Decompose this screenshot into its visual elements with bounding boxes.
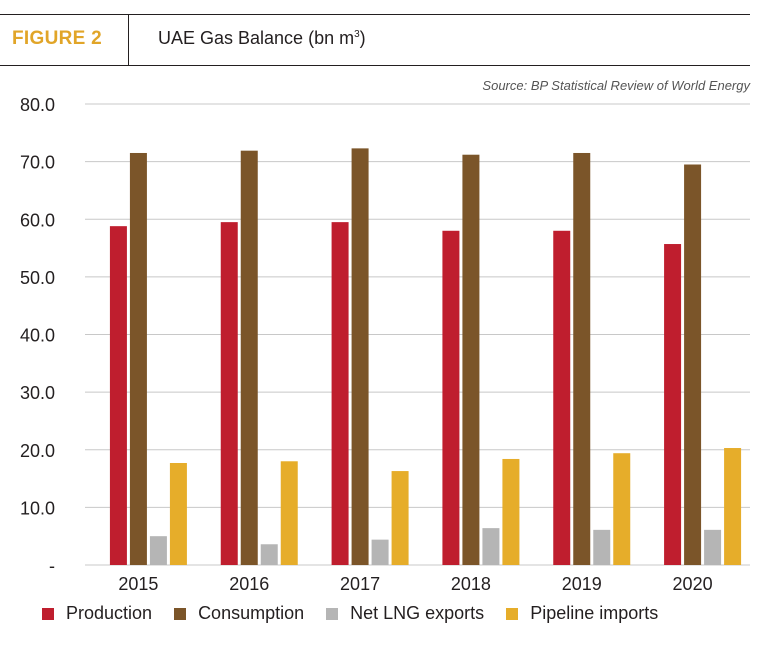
bar [331,222,349,565]
x-tick-label: 2017 [340,574,380,594]
y-tick-label: 60.0 [20,210,55,230]
bar [684,164,702,565]
bar [129,152,147,565]
x-tick-label: 2015 [118,574,158,594]
legend-swatch [42,607,54,620]
source-note: Source: BP Statistical Review of World E… [482,78,750,93]
bar [664,244,682,565]
y-tick-label: 30.0 [20,383,55,403]
chart-title-text: UAE Gas Balance (bn m [158,28,355,48]
legend-item: Net LNG exports [326,603,484,624]
chart-title-superscript: 3 [354,29,360,40]
x-tick-label: 2019 [562,574,602,594]
bar [240,150,258,565]
chart-title-end: ) [359,28,366,48]
bar [442,230,460,565]
bar [482,528,500,565]
bar [149,536,167,565]
bar [502,458,520,565]
legend-swatch [326,607,339,620]
x-tick-label: 2020 [673,574,713,594]
header-divider [128,14,129,65]
y-tick-label: 40.0 [20,326,55,346]
figure-label: FIGURE 2 [12,28,103,49]
legend: Production Consumption Net LNG exports Pipe… [42,603,680,624]
bar [109,226,127,566]
y-tick-label: 80.0 [20,95,55,115]
legend-swatch [174,607,187,620]
bar [553,230,571,565]
chart-title: UAE Gas Balance (bn m3) [158,28,366,49]
bar [593,529,611,565]
legend-label: Production [66,603,153,623]
bar [391,471,409,565]
x-tick-label: 2016 [229,574,269,594]
header-top-rule [0,14,750,15]
y-tick-label: 70.0 [20,153,55,173]
bar [573,152,591,565]
legend-item: Consumption [174,603,304,624]
x-tick-label: 2018 [451,574,491,594]
y-tick-label: 10.0 [20,498,55,518]
bar [220,222,238,565]
y-tick-label: 50.0 [20,268,55,288]
y-tick-label: - [49,556,55,576]
legend-item: Pipeline imports [506,603,658,624]
legend-label: Pipeline imports [530,603,659,623]
bar [260,544,278,565]
bar [724,448,742,565]
y-tick-label: 20.0 [20,441,55,461]
legend-item: Production [42,603,152,624]
bar [169,463,187,565]
legend-label: Consumption [198,603,305,623]
header-bottom-rule [0,65,750,66]
bar [371,539,389,565]
bar [280,461,298,565]
bar [351,148,369,565]
legend-swatch [506,607,519,620]
bar [462,154,480,565]
bar-chart: - 10.0 20.0 30.0 40.0 50.0 60.0 70.0 80.0 2015 201… [20,95,750,594]
bar [613,453,631,565]
bar [704,529,722,565]
legend-label: Net LNG exports [350,603,485,623]
